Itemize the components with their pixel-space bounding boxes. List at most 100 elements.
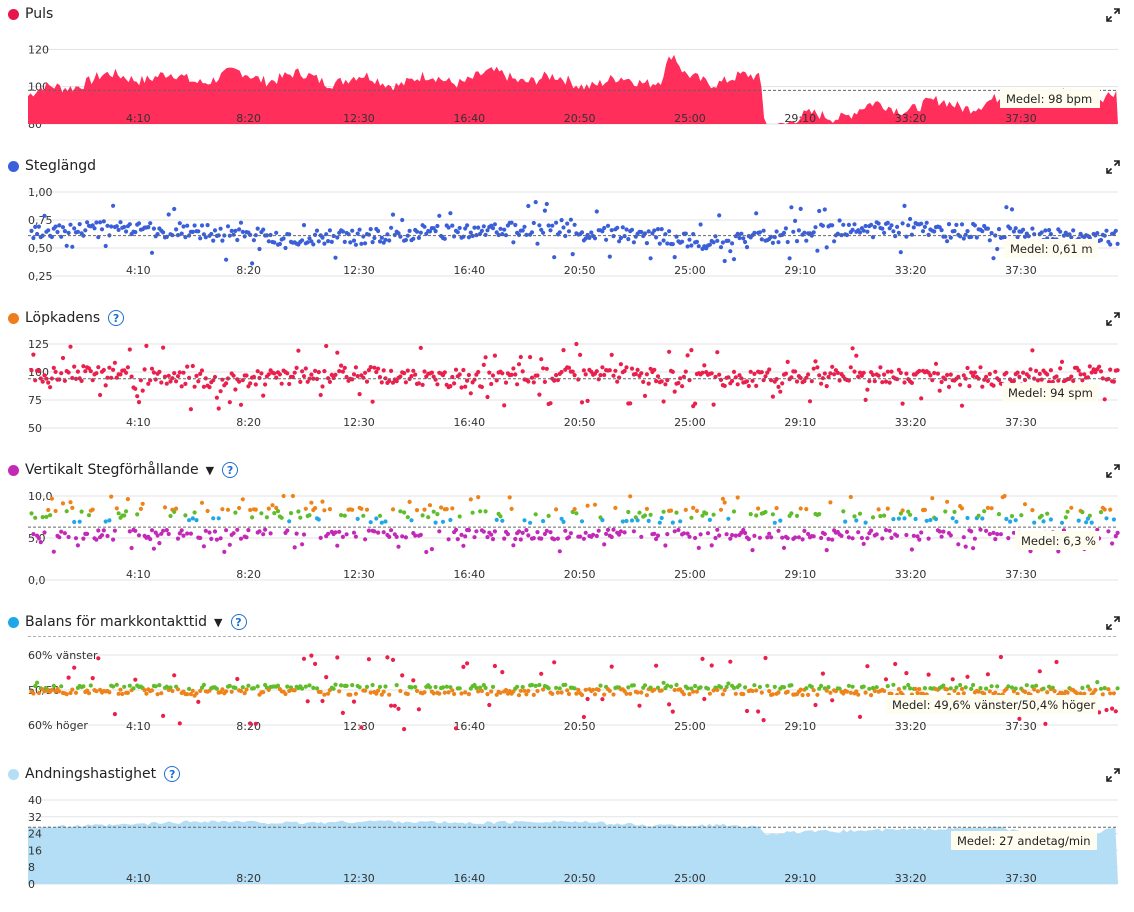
data-point — [937, 529, 942, 534]
data-point — [489, 689, 494, 694]
data-point — [765, 683, 770, 688]
data-point — [863, 520, 868, 525]
data-point — [1100, 376, 1105, 381]
data-point — [793, 535, 798, 540]
data-point — [626, 509, 631, 515]
chevron-down-icon[interactable]: ▼ — [214, 615, 223, 629]
data-point — [509, 220, 514, 225]
help-icon[interactable]: ? — [164, 766, 181, 782]
data-point — [461, 664, 466, 669]
data-point — [1022, 502, 1028, 507]
expand-icon[interactable] — [1106, 768, 1120, 782]
data-point — [120, 691, 125, 697]
average-label-box — [1004, 239, 1098, 258]
help-icon[interactable]: ? — [230, 614, 247, 630]
data-point — [1108, 367, 1113, 372]
data-point — [824, 245, 829, 250]
data-point — [592, 502, 598, 507]
data-point — [253, 382, 258, 387]
data-point — [446, 690, 451, 695]
data-point — [36, 690, 42, 696]
data-point — [313, 368, 318, 373]
data-point — [965, 674, 970, 679]
data-point — [298, 515, 303, 520]
data-point — [198, 236, 203, 241]
data-point — [781, 545, 787, 550]
data-point — [175, 374, 181, 379]
data-point — [659, 515, 664, 521]
data-point — [101, 528, 106, 533]
data-point — [819, 381, 824, 386]
data-point — [201, 544, 206, 549]
data-point — [772, 520, 777, 525]
data-point — [479, 384, 484, 390]
data-point — [1108, 507, 1113, 512]
expand-icon[interactable] — [1106, 312, 1120, 326]
data-point — [533, 683, 538, 688]
data-point — [654, 663, 659, 668]
data-point — [420, 382, 425, 387]
data-point — [494, 378, 499, 383]
data-point — [583, 236, 588, 241]
data-point — [111, 684, 116, 689]
data-point — [1056, 378, 1061, 383]
data-point — [813, 702, 818, 708]
data-point — [64, 509, 69, 514]
data-point — [972, 370, 978, 375]
data-point — [531, 380, 536, 385]
data-point — [876, 221, 881, 226]
data-point — [379, 692, 384, 697]
help-icon[interactable]: ? — [108, 310, 125, 326]
data-point — [142, 367, 147, 372]
data-point — [440, 685, 446, 690]
data-point — [435, 512, 440, 517]
expand-icon[interactable] — [1106, 616, 1120, 630]
data-point — [233, 228, 238, 233]
data-point — [857, 511, 863, 516]
data-point — [800, 693, 805, 698]
x-tick-label: 16:40 — [453, 720, 485, 733]
data-point — [678, 519, 683, 524]
data-point — [813, 225, 818, 230]
data-point — [948, 372, 953, 377]
data-point — [83, 369, 88, 374]
chevron-down-icon[interactable]: ▼ — [205, 463, 215, 477]
data-point — [642, 683, 648, 688]
data-point — [896, 687, 902, 692]
data-point — [737, 373, 742, 378]
data-point — [490, 537, 496, 542]
help-icon[interactable]: ? — [222, 462, 239, 478]
data-point — [518, 688, 523, 693]
expand-icon[interactable] — [1106, 160, 1120, 174]
data-point — [628, 691, 633, 696]
data-point — [946, 222, 952, 227]
data-point — [592, 692, 598, 697]
data-point — [822, 531, 827, 537]
data-point — [394, 534, 399, 539]
data-point — [1002, 235, 1007, 240]
data-point — [1021, 227, 1026, 232]
data-point — [596, 687, 601, 693]
data-point — [322, 369, 327, 374]
data-point — [980, 516, 985, 521]
data-point — [98, 220, 103, 225]
data-point — [704, 511, 709, 516]
data-point — [257, 246, 262, 252]
data-point — [290, 374, 295, 380]
expand-icon[interactable] — [1106, 8, 1120, 22]
data-point — [820, 376, 826, 381]
expand-icon[interactable] — [1106, 464, 1120, 478]
data-point — [1047, 228, 1052, 233]
data-point — [531, 692, 536, 697]
data-point — [363, 688, 368, 693]
data-point — [518, 354, 523, 360]
data-point — [767, 367, 772, 372]
data-point — [789, 683, 794, 688]
data-point — [207, 530, 212, 535]
data-point — [364, 507, 370, 512]
y-tick-label: 24 — [28, 828, 42, 841]
data-point — [791, 229, 796, 234]
data-point — [72, 519, 77, 525]
data-point — [830, 537, 835, 542]
